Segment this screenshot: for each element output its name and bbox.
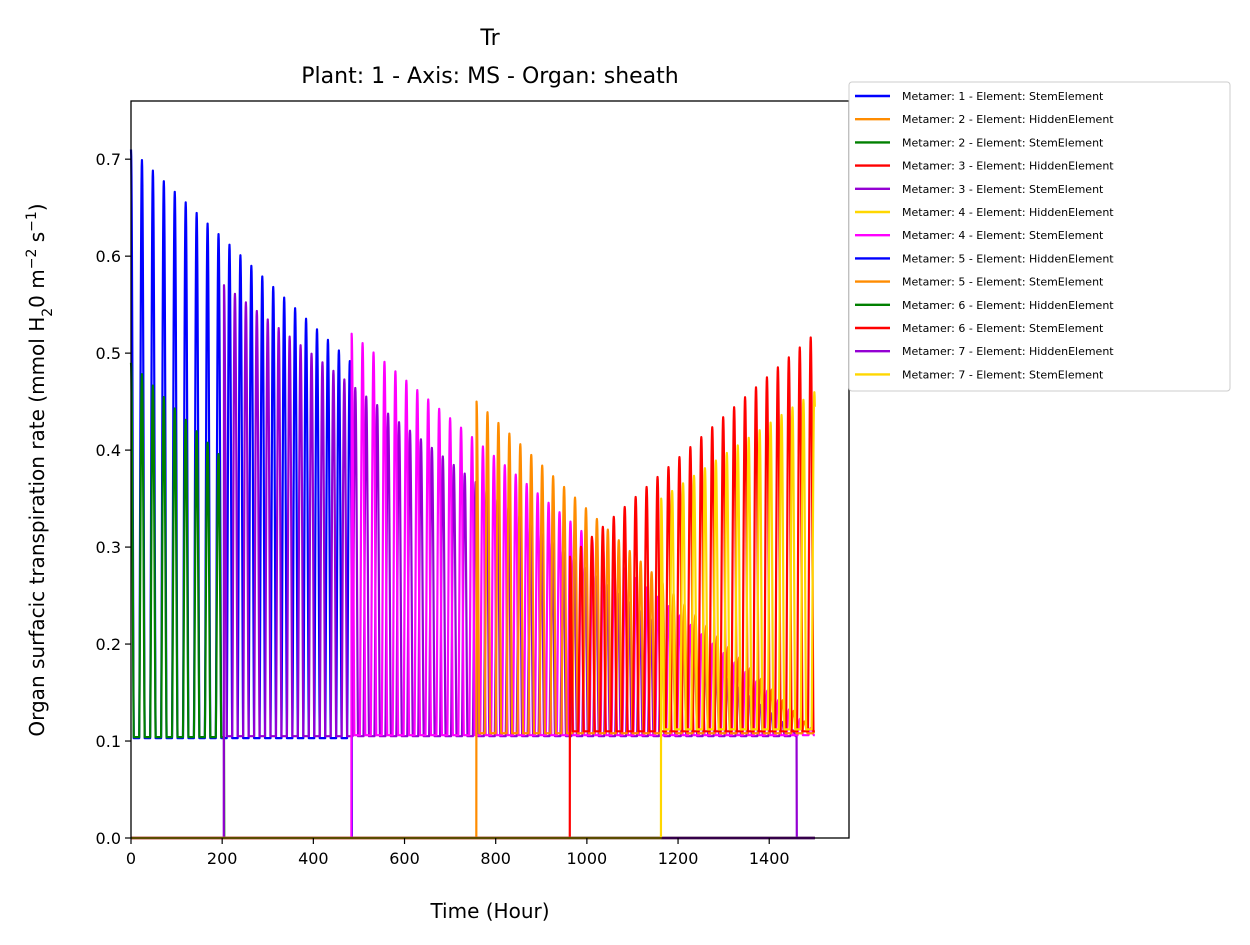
x-tick-label: 400 <box>298 849 329 868</box>
y-axis-label: Organ surfacic transpiration rate (mmol … <box>24 203 56 736</box>
legend-label: Metamer: 6 - Element: StemElement <box>902 322 1104 335</box>
x-axis: 0 200 400 600 800 1000 1200 1400 <box>126 838 790 868</box>
legend: Metamer: 1 - Element: StemElement Metamer… <box>848 81 1231 392</box>
x-tick-label: 1400 <box>749 849 790 868</box>
legend-label: Metamer: 7 - Element: HiddenElement <box>902 345 1114 358</box>
plot-frame <box>130 100 850 839</box>
x-tick-label: 200 <box>207 849 238 868</box>
x-tick-label: 800 <box>480 849 511 868</box>
y-label-mid: 0 m <box>25 269 49 308</box>
chart-subtitle: Plant: 1 - Axis: MS - Organ: sheath <box>301 64 678 89</box>
y-axis: 0.0 0.1 0.2 0.3 0.4 0.5 0.6 0.7 <box>96 150 131 848</box>
y-tick-label: 0.3 <box>96 538 121 557</box>
chart-title: Tr <box>479 26 500 51</box>
series-line-5 <box>130 284 816 840</box>
y-label-pre: Organ surfacic transpiration rate (mmol … <box>25 317 49 737</box>
y-label-mid2: s <box>25 232 49 249</box>
y-tick-label: 0.4 <box>96 441 121 460</box>
x-tick-label: 1200 <box>658 849 699 868</box>
y-tick-label: 0.6 <box>96 247 121 266</box>
x-tick-label: 1000 <box>567 849 608 868</box>
y-label-sup2: −1 <box>24 211 40 232</box>
y-label-post: ) <box>25 203 49 211</box>
x-axis-label: Time (Hour) <box>429 899 549 923</box>
y-tick-label: 0.2 <box>96 635 121 654</box>
legend-label: Metamer: 3 - Element: HiddenElement <box>902 160 1114 173</box>
legend-label: Metamer: 7 - Element: StemElement <box>902 368 1104 381</box>
y-tick-label: 0.5 <box>96 344 121 363</box>
legend-label: Metamer: 2 - Element: HiddenElement <box>902 113 1114 126</box>
legend-label: Metamer: 2 - Element: StemElement <box>902 136 1104 149</box>
x-tick-label: 0 <box>126 849 136 868</box>
legend-label: Metamer: 1 - Element: StemElement <box>902 90 1104 103</box>
y-tick-label: 0.7 <box>96 150 121 169</box>
legend-label: Metamer: 4 - Element: StemElement <box>902 229 1104 242</box>
legend-label: Metamer: 5 - Element: StemElement <box>902 276 1104 289</box>
y-tick-label: 0.0 <box>96 829 121 848</box>
legend-label: Metamer: 5 - Element: HiddenElement <box>902 252 1114 265</box>
legend-label: Metamer: 3 - Element: StemElement <box>902 183 1104 196</box>
legend-label: Metamer: 4 - Element: HiddenElement <box>902 206 1114 219</box>
y-label-sub: 2 <box>40 308 56 317</box>
legend-label: Metamer: 6 - Element: HiddenElement <box>902 299 1114 312</box>
y-label-sup1: −2 <box>24 249 40 270</box>
x-tick-label: 600 <box>389 849 420 868</box>
legend-frame <box>848 81 1231 392</box>
y-tick-label: 0.1 <box>96 732 121 751</box>
